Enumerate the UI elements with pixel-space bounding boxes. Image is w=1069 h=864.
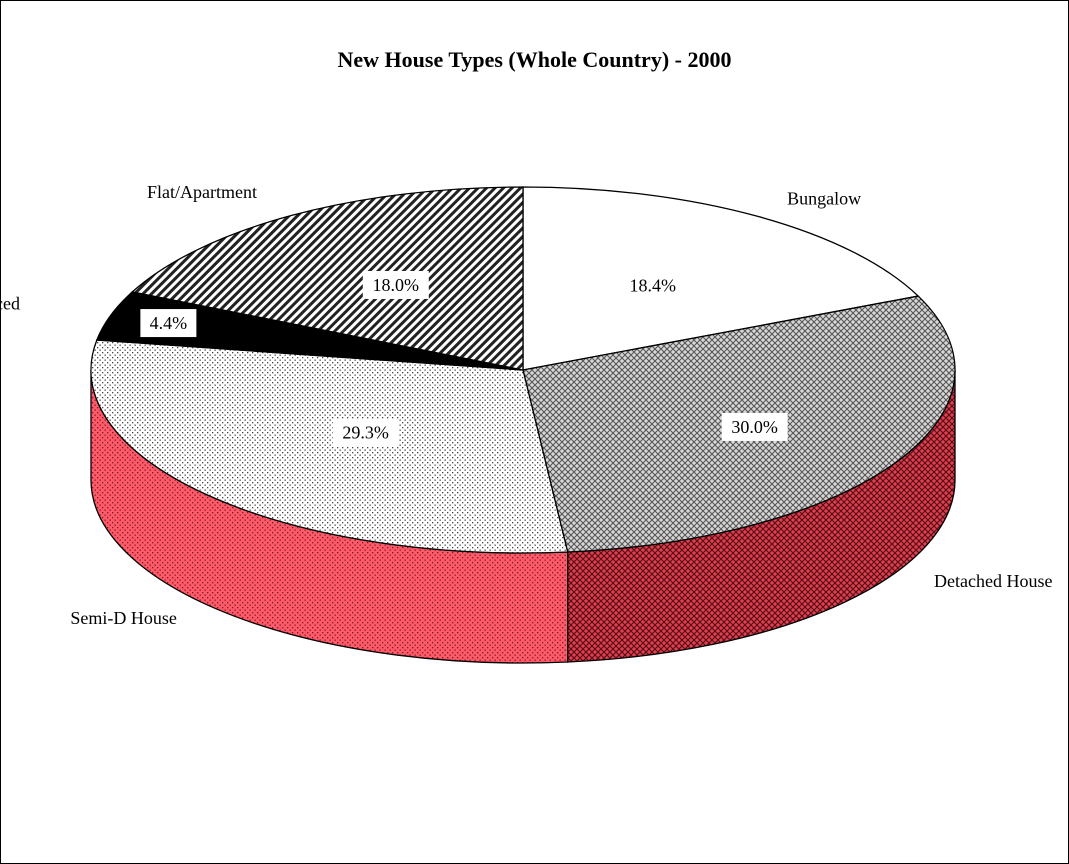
category-label-bungalow: Bungalow (787, 188, 861, 208)
svg-text:18.0%: 18.0% (373, 275, 420, 295)
category-label-semi-d-house: Semi-D House (70, 608, 177, 628)
svg-text:29.3%: 29.3% (342, 423, 389, 443)
svg-text:18.4%: 18.4% (629, 276, 676, 296)
value-label-bungalow: 18.4% (619, 271, 686, 300)
svg-text:4.4%: 4.4% (150, 313, 188, 333)
pie-slice-semi-d-house (90, 339, 569, 554)
svg-text:30.0%: 30.0% (731, 417, 778, 437)
category-label-detached-house: Detached House (934, 571, 1052, 591)
value-label-detached-house: 30.0% (721, 412, 788, 441)
pie-slice-bungalow (522, 186, 920, 371)
pie-slice-flat-apartment (130, 186, 524, 371)
value-label-semi-d-house: 29.3% (332, 418, 399, 447)
chart-title: New House Types (Whole Country) - 2000 (337, 47, 732, 72)
value-label-flat-apartment: 18.0% (362, 270, 429, 299)
category-label-flat-apartment: Flat/Apartment (147, 182, 257, 202)
value-label-terraced: 4.4% (140, 309, 197, 338)
category-label-terraced: Terraced (1, 293, 20, 313)
